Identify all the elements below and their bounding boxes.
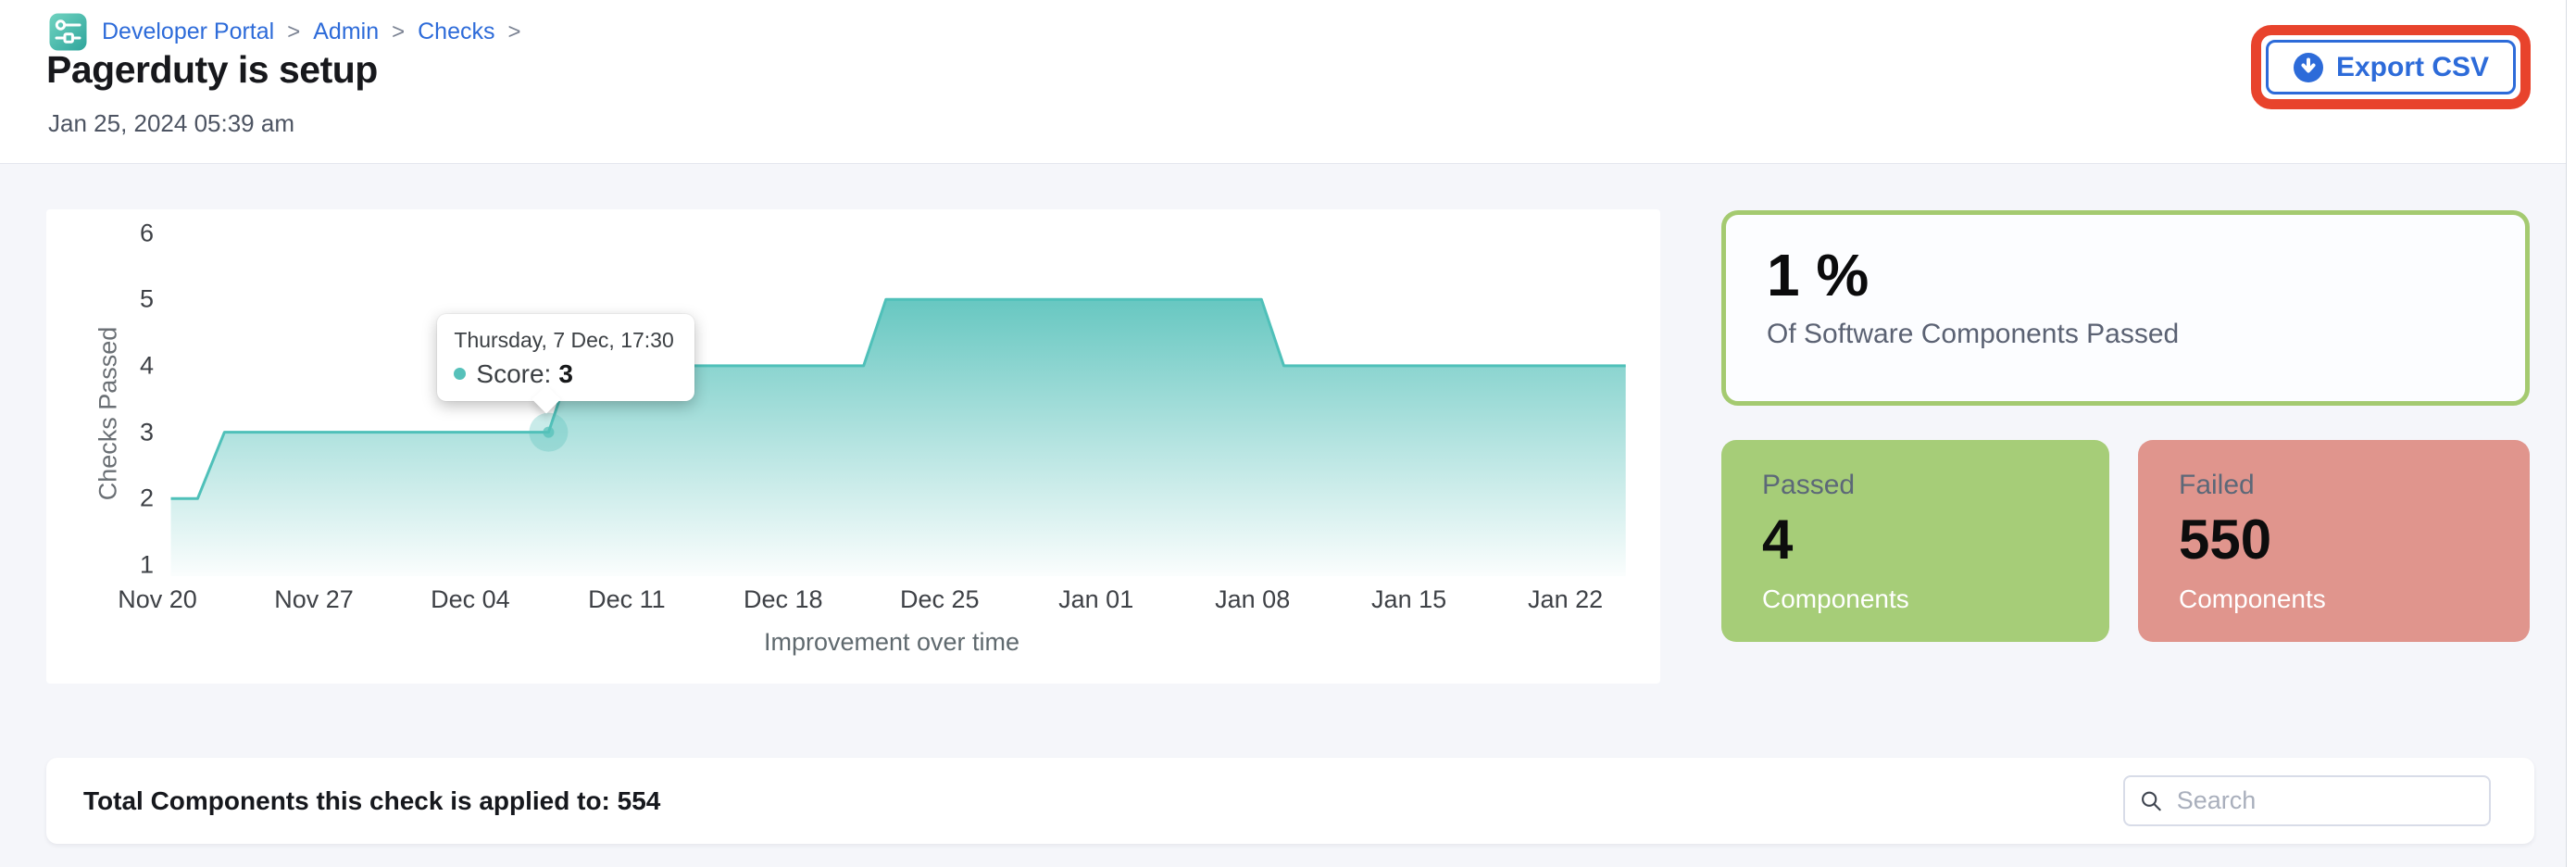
x-tick-label: Jan 22 xyxy=(1528,585,1604,613)
export-csv-button[interactable]: Export CSV xyxy=(2265,40,2516,94)
x-axis-title: Improvement over time xyxy=(763,628,1020,656)
x-tick-label: Dec 04 xyxy=(431,585,510,613)
x-tick-label: Jan 15 xyxy=(1371,585,1447,613)
failed-card-label: Failed xyxy=(2179,470,2255,500)
page-title: Pagerduty is setup xyxy=(46,48,378,91)
percent-passed-value: 1 % xyxy=(1767,242,1869,308)
x-tick-label: Dec 25 xyxy=(900,585,980,613)
download-icon xyxy=(2293,52,2323,82)
search-box[interactable] xyxy=(2123,775,2491,826)
chart-marker-point[interactable] xyxy=(543,426,555,438)
chart-tooltip: Thursday, 7 Dec, 17:30 Score: 3 xyxy=(437,313,694,414)
y-tick-label: 4 xyxy=(139,351,154,380)
percent-passed-card: 1 % Of Software Components Passed xyxy=(1721,210,2530,406)
series-dot-icon xyxy=(454,368,467,381)
chart-line xyxy=(170,297,1626,500)
y-tick-label: 3 xyxy=(139,418,154,446)
breadcrumb-separator: > xyxy=(507,19,521,44)
failed-card-unit: Components xyxy=(2179,584,2326,613)
search-icon xyxy=(2142,791,2161,810)
y-tick-label: 2 xyxy=(139,484,154,512)
x-tick-label: Jan 01 xyxy=(1058,585,1134,613)
components-table-header-panel: Total Components this check is applied t… xyxy=(46,758,2534,844)
x-tick-label: Jan 08 xyxy=(1215,585,1291,613)
failed-components-card: Failed 550 Components xyxy=(2138,440,2530,642)
tooltip-series-label: Score: xyxy=(476,358,552,388)
passed-card-label: Passed xyxy=(1762,470,1856,500)
breadcrumb-link-checks[interactable]: Checks xyxy=(418,19,495,44)
export-csv-label: Export CSV xyxy=(2335,51,2489,82)
search-input[interactable] xyxy=(2174,785,2474,816)
tooltip-date: Thursday, 7 Dec, 17:30 xyxy=(454,327,674,352)
passed-components-card: Passed 4 Components xyxy=(1721,440,2109,642)
passed-card-value: 4 xyxy=(1762,509,1794,571)
failed-card-value: 550 xyxy=(2179,509,2272,571)
x-tick-label: Nov 20 xyxy=(118,585,197,613)
chart-plot[interactable] xyxy=(46,209,1660,684)
scrollbar-track[interactable] xyxy=(2566,0,2576,867)
percent-passed-subtitle: Of Software Components Passed xyxy=(1767,319,2180,350)
developer-portal-logo-icon xyxy=(49,13,87,51)
breadcrumb: Developer Portal > Admin > Checks > xyxy=(49,13,521,51)
y-tick-label: 6 xyxy=(139,219,154,246)
highlight-annotation-ring: Export CSV xyxy=(2250,25,2531,109)
passed-card-unit: Components xyxy=(1762,584,1909,613)
total-components-label: Total Components this check is applied t… xyxy=(83,786,661,815)
page-timestamp: Jan 25, 2024 05:39 am xyxy=(48,109,294,137)
breadcrumb-link-developer-portal[interactable]: Developer Portal xyxy=(102,19,275,44)
breadcrumb-link-admin[interactable]: Admin xyxy=(313,19,380,44)
breadcrumb-separator: > xyxy=(392,19,406,44)
x-tick-label: Dec 18 xyxy=(744,585,823,613)
x-tick-label: Dec 11 xyxy=(588,585,666,613)
tooltip-value: 3 xyxy=(558,358,573,388)
breadcrumb-separator: > xyxy=(287,19,301,44)
x-tick-label: Nov 27 xyxy=(274,585,354,613)
y-tick-label: 5 xyxy=(139,284,154,313)
y-tick-label: 1 xyxy=(139,550,154,579)
chart-area xyxy=(170,299,1626,576)
page-header: Developer Portal > Admin > Checks > Page… xyxy=(0,0,2576,164)
